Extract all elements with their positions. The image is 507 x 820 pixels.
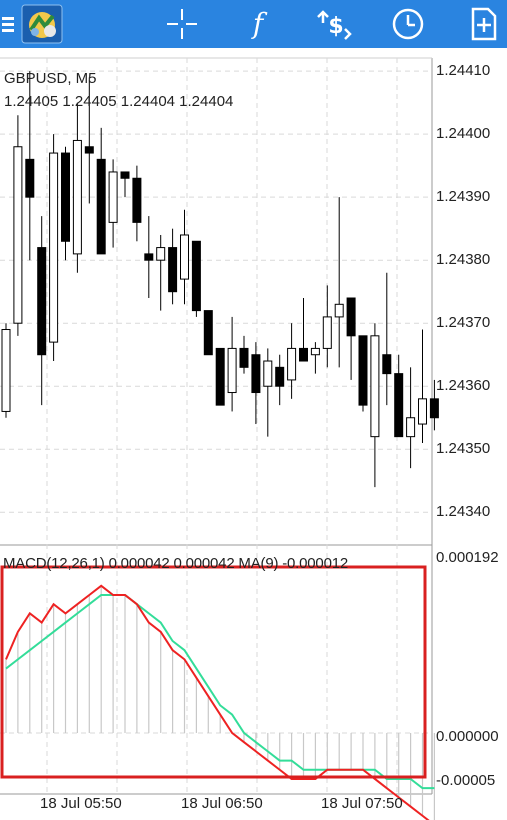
candle-body: [275, 366, 285, 387]
new-order-icon[interactable]: [462, 0, 506, 48]
price-tick-label: 1.24380: [436, 251, 491, 269]
chart-area[interactable]: GBPUSD, M5 1.24405 1.24405 1.24404 1.244…: [0, 48, 507, 820]
macd-main-line: [5, 584, 430, 820]
candle-body: [203, 310, 213, 356]
toolbar: f $: [0, 0, 507, 48]
candle-body: [25, 158, 35, 198]
macd-highlight-box: [0, 565, 427, 779]
candle-body: [120, 171, 130, 179]
macd-tick-label: 0.000000: [436, 728, 499, 745]
candle-body: [108, 171, 118, 223]
candle-body: [1, 329, 11, 412]
candle-body: [13, 146, 23, 324]
price-tick-label: 1.24390: [436, 188, 491, 206]
time-tick-label: 18 Jul 06:50: [181, 795, 263, 812]
hamburger-menu-icon[interactable]: [0, 0, 16, 48]
candle-body: [406, 417, 416, 438]
timeframe-clock-icon[interactable]: [386, 0, 430, 48]
symbol-label: GBPUSD, M5: [4, 70, 97, 87]
macd-tick-label: 0.000192: [436, 549, 499, 566]
price-tick-label: 1.24360: [436, 377, 491, 395]
time-tick-label: 18 Jul 05:50: [40, 795, 122, 812]
candle-body: [191, 240, 201, 312]
candle-body: [132, 177, 142, 223]
candle-body: [72, 139, 82, 255]
candle-body: [263, 360, 273, 387]
price-tick-label: 1.24340: [436, 503, 491, 521]
objects-icon[interactable]: $: [310, 0, 358, 48]
ohlc-label: 1.24405 1.24405 1.24404 1.24404: [4, 93, 234, 110]
macd-signal-line: [5, 593, 435, 790]
macd-tick-label: -0.00005: [436, 772, 496, 789]
crosshair-icon[interactable]: [160, 0, 204, 48]
metatrader-logo-icon[interactable]: [18, 0, 66, 48]
indicators-f-icon[interactable]: f: [236, 0, 280, 48]
candle-body: [322, 316, 332, 349]
price-tick-label: 1.24400: [436, 125, 491, 143]
candle-body: [370, 335, 380, 438]
candle-body: [287, 347, 297, 381]
candle-body: [394, 373, 404, 438]
candle-body: [96, 158, 106, 255]
candle-body: [251, 354, 261, 394]
price-tick-label: 1.24350: [436, 440, 491, 458]
candle-body: [299, 347, 308, 362]
candle-body: [61, 152, 70, 242]
candle-body: [180, 234, 189, 280]
candle-body: [49, 152, 59, 343]
price-tick-label: 1.24410: [436, 62, 491, 80]
candle-body: [215, 347, 225, 406]
svg-text:$: $: [328, 14, 343, 39]
candle-body: [156, 247, 166, 261]
candle-body: [429, 398, 439, 419]
candle-body: [168, 247, 178, 293]
candle-body: [310, 347, 320, 356]
candle-body: [382, 354, 392, 375]
candle-body: [239, 347, 249, 368]
price-tick-label: 1.24370: [436, 314, 491, 332]
candle-body: [84, 146, 94, 154]
candle-body: [346, 297, 356, 337]
price-chart-canvas[interactable]: [0, 48, 507, 820]
candle-body: [227, 347, 237, 394]
candle-body: [334, 303, 344, 318]
candle-body: [144, 253, 154, 261]
candle-body: [37, 247, 47, 356]
time-tick-label: 18 Jul 07:50: [321, 795, 403, 812]
candle-body: [418, 398, 427, 425]
candle-body: [358, 335, 368, 406]
svg-text:f: f: [251, 7, 268, 40]
macd-label: MACD(12,26,1) 0.000042 0.000042 MA(9) -0…: [3, 555, 348, 572]
